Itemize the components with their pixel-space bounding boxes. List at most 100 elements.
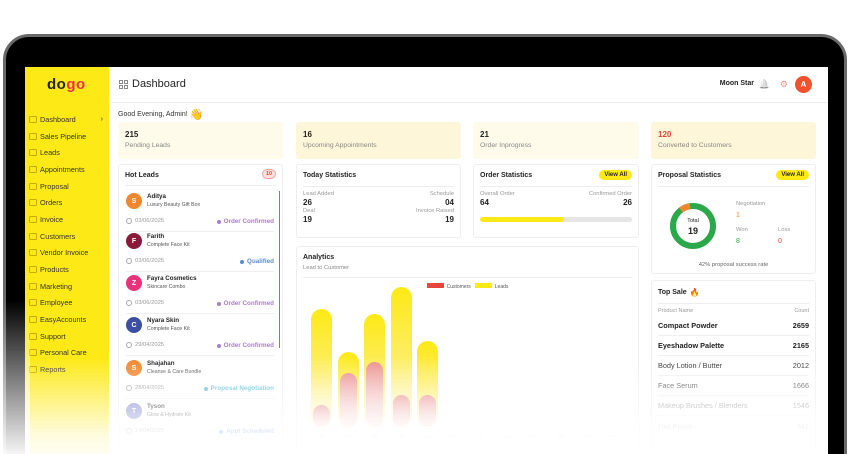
lead-item[interactable]: Z Fayra Cosmetics Skincare Combo 03/06/2… bbox=[126, 275, 274, 320]
stat-value: 120 bbox=[658, 130, 672, 139]
table-row[interactable]: Makeup Brushes / Blenders 1546 bbox=[658, 396, 809, 416]
product-count: 941 bbox=[796, 421, 809, 431]
logo[interactable]: dogo bbox=[47, 76, 86, 93]
lead-status: Order Confirmed bbox=[216, 300, 274, 307]
dashboard-icon bbox=[29, 115, 37, 123]
customers-bar[interactable] bbox=[313, 405, 330, 427]
x-axis-label: Jan bbox=[318, 434, 326, 439]
sidebar-item-products[interactable]: Products bbox=[29, 261, 109, 278]
lead-date-text: 29/04/2025 bbox=[135, 342, 165, 348]
logo-o: o bbox=[56, 76, 67, 93]
hot-leads-count-badge: 10 bbox=[262, 169, 276, 179]
sidebar-item-easyaccounts[interactable]: EasyAccounts bbox=[29, 311, 109, 328]
table-row[interactable]: Eyeshadow Palette 2165 bbox=[658, 336, 809, 356]
lead-item[interactable]: F Farith Complete Face Kit 03/06/2025 Qu… bbox=[126, 233, 274, 278]
lead-product: Complete Face Kit bbox=[147, 326, 190, 332]
customers-bar[interactable] bbox=[392, 394, 410, 427]
sidebar-item-proposal[interactable]: Proposal bbox=[29, 178, 109, 195]
table-row[interactable]: Face Serum 1666 bbox=[658, 376, 809, 396]
legend-leads[interactable]: Leads bbox=[474, 283, 509, 290]
panel-title: Order Statistics bbox=[480, 172, 533, 179]
panel-title: Top Sale bbox=[658, 289, 687, 296]
order-statistics-panel: Order Statistics View All Overall Order C… bbox=[473, 164, 639, 238]
lead-status: Order Confirmed bbox=[216, 342, 274, 349]
sidebar-item-leads[interactable]: Leads bbox=[29, 144, 109, 161]
clock-icon bbox=[126, 300, 132, 306]
product-name: Body Lotion / Butter bbox=[658, 361, 723, 370]
lead-avatar: Z bbox=[126, 275, 142, 291]
stat-card-pending-leads[interactable]: 215 Pending Leads bbox=[118, 122, 283, 159]
sidebar-item-personal-care[interactable]: Personal Care bbox=[29, 345, 109, 362]
legend-swatch-icon bbox=[426, 283, 444, 288]
sidebar-item-label: Invoice bbox=[40, 214, 64, 224]
invoice-icon bbox=[29, 215, 37, 223]
avatar[interactable]: A bbox=[795, 76, 812, 93]
lead-item[interactable]: S Shajahan Cleanse & Care Bundle 28/04/2… bbox=[126, 360, 274, 405]
deal-label: Deal bbox=[303, 208, 315, 214]
sidebar-item-label: Dashboard bbox=[40, 114, 76, 124]
sidebar-item-sales-pipeline[interactable]: Sales Pipeline bbox=[29, 128, 109, 145]
customers-bar[interactable] bbox=[366, 362, 383, 427]
stat-card-order-inprogress[interactable]: 21 Order Inprogress bbox=[473, 122, 639, 159]
lead-item[interactable]: C Nyara Skin Complete Face Kit 29/04/202… bbox=[126, 317, 274, 362]
gear-icon[interactable]: ⚙ bbox=[779, 79, 788, 89]
sidebar-item-label: Proposal bbox=[40, 181, 69, 191]
sidebar-item-invoice[interactable]: Invoice bbox=[29, 211, 109, 228]
sidebar-item-orders[interactable]: Orders bbox=[29, 194, 109, 211]
lead-status: Order Confirmed bbox=[216, 218, 274, 225]
bell-icon[interactable]: 🔔 bbox=[758, 79, 770, 89]
lead-item[interactable]: S Aditya Luxury Beauty Gift Box 03/06/20… bbox=[126, 193, 274, 238]
customers-bar[interactable] bbox=[419, 394, 436, 427]
legend-swatch-icon bbox=[474, 283, 492, 288]
sidebar-item-reports[interactable]: Reports bbox=[29, 361, 109, 378]
top-sale-table: Compact Powder 2659 Eyeshadow Palette 2165… bbox=[658, 316, 809, 436]
invoice-raised-label: Invoice Raised bbox=[415, 208, 454, 214]
proposal-view-all-button[interactable]: View All bbox=[776, 170, 809, 180]
confirmed-order-value: 26 bbox=[623, 198, 632, 207]
legend-label: Leads bbox=[494, 284, 509, 290]
divider bbox=[126, 398, 274, 399]
lead-date-text: 14/04/2025 bbox=[135, 428, 165, 434]
proposal-donut-chart bbox=[670, 203, 716, 249]
x-axis-label: Nov bbox=[582, 434, 591, 439]
lead-added-label: Lead Added bbox=[303, 191, 334, 197]
user-name[interactable]: Moon Star bbox=[719, 80, 754, 87]
leads-icon bbox=[29, 149, 37, 157]
sidebar-item-employee[interactable]: Employee bbox=[29, 295, 109, 312]
sidebar-item-dashboard[interactable]: Dashboard › bbox=[29, 111, 109, 128]
top-bar: Dashboard Moon Star 🔔 ⚙ A bbox=[109, 67, 828, 103]
divider bbox=[126, 355, 274, 356]
lead-avatar: S bbox=[126, 193, 142, 209]
chevron-right-icon: › bbox=[100, 115, 103, 123]
sidebar-item-marketing[interactable]: Marketing bbox=[29, 278, 109, 295]
panel-subtitle: Lead to Customer bbox=[303, 265, 350, 271]
legend-customers[interactable]: Customers bbox=[426, 283, 471, 290]
divider bbox=[125, 185, 276, 186]
table-row[interactable]: Body Lotion / Butter 2012 bbox=[658, 356, 809, 376]
scrollbar[interactable] bbox=[278, 191, 280, 348]
lead-date: 03/06/2025 bbox=[126, 300, 164, 306]
sidebar-item-customers[interactable]: Customers bbox=[29, 228, 109, 245]
lead-name: Nyara Skin bbox=[147, 317, 179, 324]
table-row[interactable]: Compact Powder 2659 bbox=[658, 316, 809, 336]
table-row[interactable]: Nail Polish 941 bbox=[658, 416, 809, 436]
customers-bar[interactable] bbox=[339, 373, 357, 427]
order-view-all-button[interactable]: View All bbox=[599, 170, 632, 180]
lead-product: Glow & Hydrate Kit bbox=[147, 412, 191, 418]
lead-date-text: 03/06/2025 bbox=[135, 300, 165, 306]
sidebar-item-vendor-invoice[interactable]: Vendor Invoice bbox=[29, 245, 109, 262]
lead-avatar: C bbox=[126, 317, 142, 333]
sidebar-item-label: Sales Pipeline bbox=[40, 131, 87, 141]
negotiation-value: 1 bbox=[736, 212, 740, 219]
schedule-value: 04 bbox=[445, 198, 454, 207]
divider bbox=[126, 313, 274, 314]
stat-card-converted-customers[interactable]: 120 Converted to Customers bbox=[651, 122, 816, 159]
lead-status-text: Order Confirmed bbox=[223, 300, 274, 307]
lead-item[interactable]: T Tyson Glow & Hydrate Kit 14/04/2025 Ap… bbox=[126, 403, 274, 448]
sidebar-item-appointments[interactable]: Appointments bbox=[29, 161, 109, 178]
stat-card-upcoming-appointments[interactable]: 16 Upcoming Appointments bbox=[296, 122, 461, 159]
top-sale-table-header: Product Name Count bbox=[658, 308, 809, 314]
sidebar-item-support[interactable]: Support bbox=[29, 328, 109, 345]
order-progress-bar bbox=[480, 217, 632, 222]
lead-avatar: F bbox=[126, 233, 142, 249]
